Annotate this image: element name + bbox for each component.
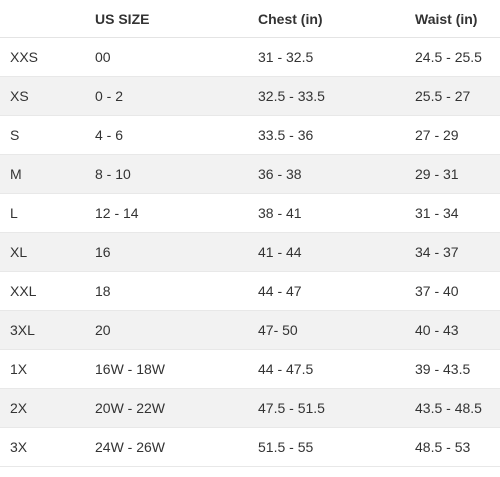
- table-head: US SIZE Chest (in) Waist (in): [0, 0, 500, 38]
- size-label: XXS: [0, 37, 85, 77]
- table-cell: 12 - 14: [85, 193, 248, 233]
- table-cell: 48.5 - 53: [405, 427, 500, 467]
- table-cell: 36 - 38: [248, 154, 405, 194]
- table-cell: 0 - 2: [85, 76, 248, 116]
- size-label: 2X: [0, 388, 85, 428]
- header-row: US SIZE Chest (in) Waist (in): [0, 0, 500, 38]
- table-cell: 20: [85, 310, 248, 350]
- table-cell: 24W - 26W: [85, 427, 248, 467]
- table-row: 3X 24W - 26W 51.5 - 55 48.5 - 53: [0, 427, 500, 467]
- header-cell: US SIZE: [85, 0, 248, 38]
- table-cell: 18: [85, 271, 248, 311]
- table-cell: 29 - 31: [405, 154, 500, 194]
- table-row: 2X 20W - 22W 47.5 - 51.5 43.5 - 48.5: [0, 388, 500, 428]
- table-cell: 38 - 41: [248, 193, 405, 233]
- table-row: 1X 16W - 18W 44 - 47.5 39 - 43.5: [0, 349, 500, 389]
- table-cell: 43.5 - 48.5: [405, 388, 500, 428]
- table-cell: 16W - 18W: [85, 349, 248, 389]
- size-label: S: [0, 115, 85, 155]
- table-cell: 31 - 34: [405, 193, 500, 233]
- table-row: XL 16 41 - 44 34 - 37: [0, 232, 500, 272]
- size-label: XL: [0, 232, 85, 272]
- table-cell: 41 - 44: [248, 232, 405, 272]
- table-cell: 33.5 - 36: [248, 115, 405, 155]
- table-cell: 25.5 - 27: [405, 76, 500, 116]
- table-cell: 47- 50: [248, 310, 405, 350]
- table-cell: 44 - 47.5: [248, 349, 405, 389]
- size-label: XXL: [0, 271, 85, 311]
- size-label: 3X: [0, 427, 85, 467]
- table-cell: 16: [85, 232, 248, 272]
- table-cell: 8 - 10: [85, 154, 248, 194]
- size-label: M: [0, 154, 85, 194]
- table-cell: 34 - 37: [405, 232, 500, 272]
- table-row: 3XL 20 47- 50 40 - 43: [0, 310, 500, 350]
- size-table: US SIZE Chest (in) Waist (in) XXS 00 31 - …: [0, 0, 500, 467]
- size-label: L: [0, 193, 85, 233]
- size-label: XS: [0, 76, 85, 116]
- header-cell: Waist (in): [405, 0, 500, 38]
- table-cell: 27 - 29: [405, 115, 500, 155]
- table-row: XS 0 - 2 32.5 - 33.5 25.5 - 27: [0, 76, 500, 116]
- header-cell: [0, 0, 85, 38]
- table-cell: 4 - 6: [85, 115, 248, 155]
- table-cell: 24.5 - 25.5: [405, 37, 500, 77]
- table-cell: 44 - 47: [248, 271, 405, 311]
- table-cell: 31 - 32.5: [248, 37, 405, 77]
- table-body: XXS 00 31 - 32.5 24.5 - 25.5 XS 0 - 2 32.5 - 3…: [0, 37, 500, 467]
- table-cell: 37 - 40: [405, 271, 500, 311]
- table-row: XXS 00 31 - 32.5 24.5 - 25.5: [0, 37, 500, 77]
- size-label: 1X: [0, 349, 85, 389]
- size-label: 3XL: [0, 310, 85, 350]
- table-cell: 39 - 43.5: [405, 349, 500, 389]
- header-cell: Chest (in): [248, 0, 405, 38]
- table-cell: 51.5 - 55: [248, 427, 405, 467]
- table-cell: 00: [85, 37, 248, 77]
- table-cell: 32.5 - 33.5: [248, 76, 405, 116]
- table-cell: 40 - 43: [405, 310, 500, 350]
- table-row: L 12 - 14 38 - 41 31 - 34: [0, 193, 500, 233]
- table-row: XXL 18 44 - 47 37 - 40: [0, 271, 500, 311]
- table-cell: 47.5 - 51.5: [248, 388, 405, 428]
- table-cell: 20W - 22W: [85, 388, 248, 428]
